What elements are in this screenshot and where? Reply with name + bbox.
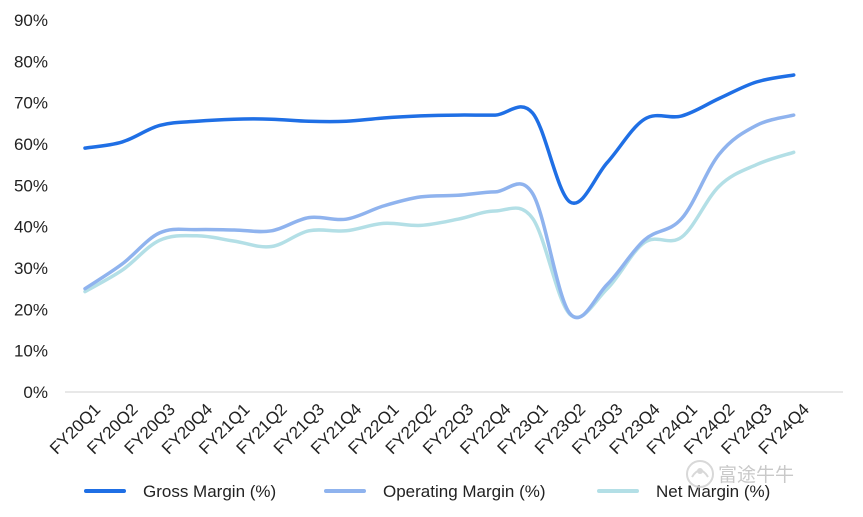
series-lines xyxy=(83,73,796,320)
y-tick-label: 40% xyxy=(14,218,48,237)
legend-label-0: Gross Margin (%) xyxy=(143,482,276,501)
x-axis: FY20Q1FY20Q2FY20Q3FY20Q4FY21Q1FY21Q2FY21… xyxy=(46,400,813,458)
watermark: 富途牛牛 xyxy=(686,460,794,488)
y-axis: 0% 10% 20% 30% 40% 50% 60% 70% 80% 90% xyxy=(14,11,48,402)
watermark-text: 富途牛牛 xyxy=(718,464,794,486)
series-line-0 xyxy=(83,73,796,205)
y-tick-label: 80% xyxy=(14,52,48,71)
y-tick-label: 0% xyxy=(23,383,48,402)
series-line-1 xyxy=(83,113,796,320)
y-tick-label: 30% xyxy=(14,259,48,278)
legend-label-2: Net Margin (%) xyxy=(656,482,770,501)
y-tick-label: 50% xyxy=(14,176,48,195)
y-tick-label: 90% xyxy=(14,11,48,30)
y-tick-label: 10% xyxy=(14,342,48,361)
legend-label-1: Operating Margin (%) xyxy=(383,482,546,501)
series-line-2 xyxy=(83,150,796,319)
y-tick-label: 70% xyxy=(14,94,48,113)
legend: Gross Margin (%) Operating Margin (%) Net … xyxy=(84,482,770,501)
y-tick-label: 20% xyxy=(14,300,48,319)
watermark-logo-icon xyxy=(686,460,714,488)
y-tick-label: 60% xyxy=(14,135,48,154)
